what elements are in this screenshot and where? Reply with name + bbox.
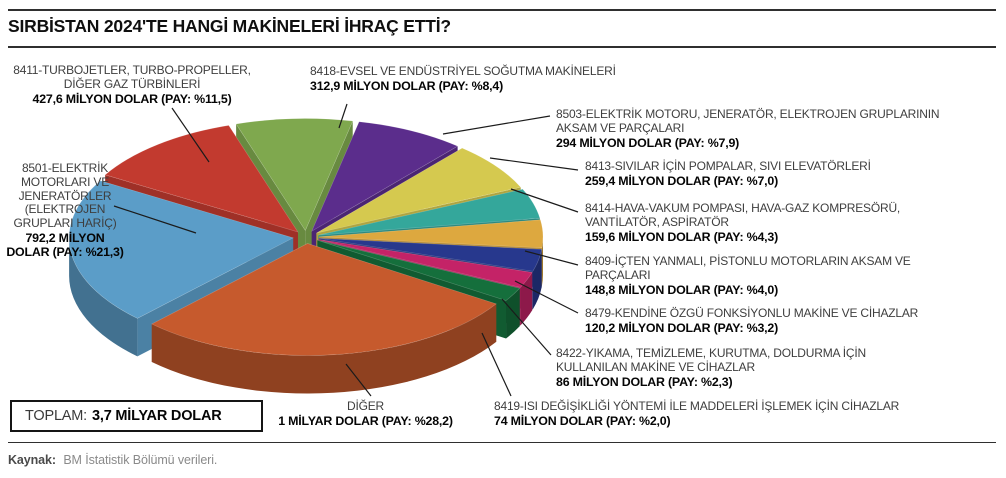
callout-8414: 8414-HAVA-VAKUM POMPASI, HAVA-GAZ KOMPRE…: [585, 201, 903, 244]
pie-slice-DIGER: [151, 243, 497, 356]
leader-line-6: [501, 298, 552, 356]
pie-slice-8418: [235, 118, 354, 232]
title-underline-rule: [8, 46, 996, 48]
pie-slice-8409: [318, 219, 544, 249]
callout-8418-label: 8418-EVSEL VE ENDÜSTRİYEL SOĞUTMA MAKİNE…: [310, 64, 616, 78]
page-title: SIRBİSTAN 2024'TE HANGİ MAKİNELERİ İHRAÇ…: [8, 16, 451, 36]
callout-8503: 8503-ELEKTRİK MOTORU, JENERATÖR, ELEKTRO…: [556, 107, 948, 150]
callout-8414-label: 8414-HAVA-VAKUM POMPASI, HAVA-GAZ KOMPRE…: [585, 201, 901, 229]
leader-line-3: [510, 188, 579, 213]
pie-slice-8419: [317, 239, 521, 301]
callout-8413-value: 259,4 MİLYON DOLAR (PAY: %7,0): [585, 173, 778, 188]
callout-8419-label: 8419-ISI DEĞİŞİKLİĞİ YÖNTEMİ İLE MADDELE…: [494, 399, 900, 413]
leader-line-4: [524, 250, 579, 266]
leader-line-2: [489, 157, 579, 171]
callout-diger: DİĞER 1 MİLYAR DOLAR (PAY: %28,2): [273, 399, 458, 428]
leader-line-1: [442, 115, 551, 135]
callout-8419: 8419-ISI DEĞİŞİKLİĞİ YÖNTEMİ İLE MADDELE…: [494, 399, 980, 428]
leader-line-5: [514, 280, 579, 314]
pie-slice-8411: [104, 125, 299, 233]
callout-8501-value: 792,2 MİLYON DOLAR (PAY: %21,3): [6, 230, 124, 260]
total-value: 3,7 MİLYAR DOLAR: [92, 408, 222, 424]
top-rule: [8, 9, 996, 11]
callout-8503-value: 294 MİLYON DOLAR (PAY: %7,9): [556, 135, 740, 150]
source-line: Kaynak: BM İstatistik Bölümü verileri.: [8, 453, 217, 467]
pie-slice-DIGER-rim: [151, 303, 497, 394]
pie-slice-8479-rim: [532, 249, 542, 310]
callout-8501: 8501-ELEKTRİK MOTORLARI VE JENERATÖRLER …: [6, 161, 124, 260]
callout-8409-value: 148,8 MİLYON DOLAR (PAY: %4,0): [585, 282, 778, 297]
pie-slice-8479: [318, 237, 543, 272]
pie-slice-8413: [316, 147, 522, 234]
pie-slice-8419-rim: [506, 288, 520, 339]
callout-8414-value: 159,6 MİLYON DOLAR (PAY: %4,3): [585, 229, 778, 244]
total-box: TOPLAM: 3,7 MİLYAR DOLAR: [10, 400, 263, 432]
callout-8422-value: 86 MİLYON DOLAR (PAY: %2,3): [556, 374, 733, 389]
source-text: BM İstatistik Bölümü verileri.: [63, 453, 218, 467]
leader-line-9: [113, 205, 197, 234]
pie-slice-8422: [318, 239, 533, 288]
callout-8422-label: 8422-YIKAMA, TEMİZLEME, KURUTMA, DOLDURM…: [556, 346, 866, 374]
callout-8409-label: 8409-İÇTEN YANMALI, PİSTONLU MOTORLARIN …: [585, 254, 911, 282]
total-label: TOPLAM:: [25, 408, 87, 424]
callout-8411: 8411-TURBOJETLER, TURBO-PROPELLER, DİĞER…: [4, 63, 260, 106]
callout-8419-value: 74 MİLYON DOLAR (PAY: %2,0): [494, 413, 671, 428]
callout-8411-label: 8411-TURBOJETLER, TURBO-PROPELLER, DİĞER…: [13, 63, 251, 91]
callout-8411-value: 427,6 MİLYON DOLAR (PAY: %11,5): [32, 91, 232, 106]
callout-8479: 8479-KENDİNE ÖZGÜ FONKSİYONLU MAKİNE VE …: [585, 306, 1005, 335]
callout-diger-value: 1 MİLYAR DOLAR (PAY: %28,2): [278, 413, 453, 428]
callout-8409: 8409-İÇTEN YANMALI, PİSTONLU MOTORLARIN …: [585, 254, 917, 297]
callout-8422: 8422-YIKAMA, TEMİZLEME, KURUTMA, DOLDURM…: [556, 346, 938, 389]
callout-8479-value: 120,2 MİLYON DOLAR (PAY: %3,2): [585, 320, 778, 335]
pie-slice-8501-rim: [69, 237, 138, 357]
leader-line-8: [345, 363, 372, 397]
pie-slice-8414: [318, 188, 541, 236]
callout-8413: 8413-SIVILAR İÇİN POMPALAR, SIVI ELEVATÖ…: [585, 159, 995, 188]
pie-slice-8409-rim: [541, 236, 543, 286]
leader-line-10: [171, 107, 210, 163]
callout-8418-value: 312,9 MİLYON DOLAR (PAY: %8,4): [310, 78, 503, 93]
pie-slice-8501: [68, 180, 294, 319]
callout-8479-label: 8479-KENDİNE ÖZGÜ FONKSİYONLU MAKİNE VE …: [585, 306, 919, 320]
callout-8418: 8418-EVSEL VE ENDÜSTRİYEL SOĞUTMA MAKİNE…: [310, 64, 655, 93]
leader-line-7: [481, 332, 512, 397]
source-label: Kaynak:: [8, 453, 56, 467]
callout-8501-label: 8501-ELEKTRİK MOTORLARI VE JENERATÖRLER …: [13, 161, 117, 231]
pie-slice-8503: [311, 121, 459, 232]
leader-line-0: [338, 103, 348, 129]
callout-diger-label: DİĞER: [346, 399, 384, 413]
callout-8503-label: 8503-ELEKTRİK MOTORU, JENERATÖR, ELEKTRO…: [556, 107, 940, 135]
callout-8413-label: 8413-SIVILAR İÇİN POMPALAR, SIVI ELEVATÖ…: [585, 159, 871, 173]
source-rule: [8, 442, 996, 443]
